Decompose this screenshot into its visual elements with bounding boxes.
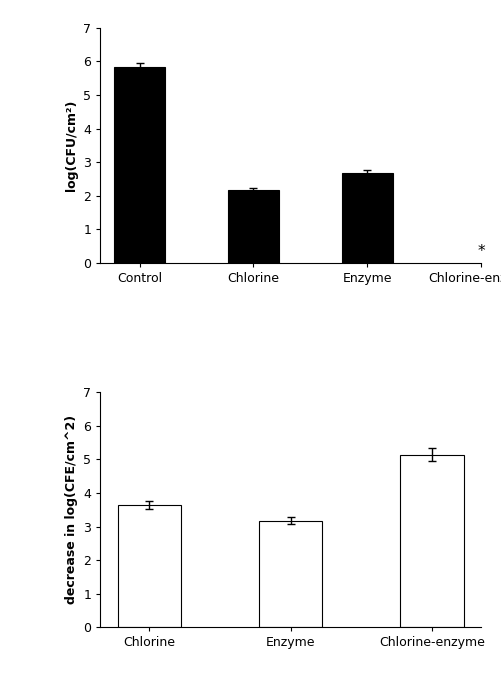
Bar [228, 190, 279, 263]
Bar [342, 174, 393, 263]
Bar [114, 67, 165, 263]
Bar [400, 454, 463, 627]
Y-axis label: decrease in log(CFE/cm^2): decrease in log(CFE/cm^2) [65, 415, 78, 604]
Bar [118, 505, 181, 627]
Y-axis label: log(CFU/cm²): log(CFU/cm²) [65, 100, 78, 191]
Bar [259, 521, 322, 627]
Text: *: * [477, 244, 485, 259]
